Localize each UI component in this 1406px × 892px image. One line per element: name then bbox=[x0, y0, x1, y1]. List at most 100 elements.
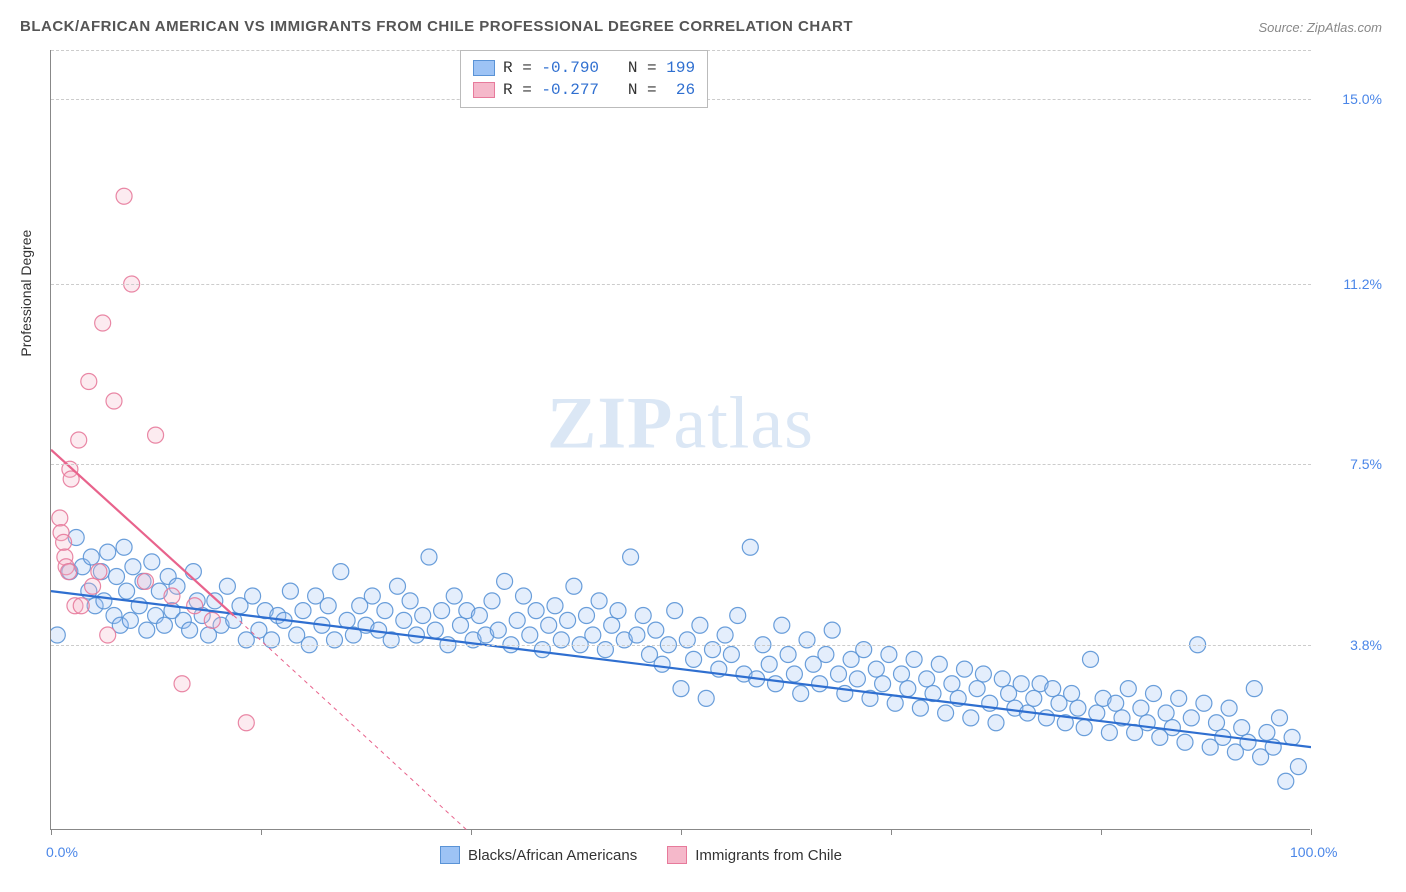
data-point bbox=[1083, 651, 1099, 667]
data-point bbox=[174, 676, 190, 692]
data-point bbox=[204, 612, 220, 628]
data-point bbox=[95, 315, 111, 331]
data-point bbox=[1259, 725, 1275, 741]
data-point bbox=[723, 647, 739, 663]
data-point bbox=[116, 188, 132, 204]
data-point bbox=[944, 676, 960, 692]
data-point bbox=[541, 617, 557, 633]
data-point bbox=[585, 627, 601, 643]
data-point bbox=[85, 578, 101, 594]
legend-series-item: Blacks/African Americans bbox=[440, 846, 637, 864]
data-point bbox=[144, 554, 160, 570]
data-point bbox=[887, 695, 903, 711]
data-point bbox=[988, 715, 1004, 731]
data-point bbox=[1234, 720, 1250, 736]
data-point bbox=[484, 593, 500, 609]
data-point bbox=[1177, 734, 1193, 750]
data-point bbox=[692, 617, 708, 633]
data-point bbox=[566, 578, 582, 594]
data-point bbox=[648, 622, 664, 638]
data-point bbox=[415, 608, 431, 624]
legend-correlation-row: R = -0.277 N = 26 bbox=[473, 79, 695, 101]
data-point bbox=[768, 676, 784, 692]
data-point bbox=[320, 598, 336, 614]
data-point bbox=[164, 588, 180, 604]
data-point bbox=[1120, 681, 1136, 697]
data-point bbox=[686, 651, 702, 667]
data-point bbox=[730, 608, 746, 624]
data-point bbox=[1272, 710, 1288, 726]
data-point bbox=[849, 671, 865, 687]
data-point bbox=[148, 427, 164, 443]
data-point bbox=[396, 612, 412, 628]
y-axis-title: Professional Degree bbox=[18, 230, 34, 357]
data-point bbox=[1240, 734, 1256, 750]
data-point bbox=[1221, 700, 1237, 716]
data-point bbox=[56, 534, 72, 550]
data-point bbox=[591, 593, 607, 609]
legend-correlation-text: R = -0.790 N = 199 bbox=[503, 57, 695, 79]
data-point bbox=[509, 612, 525, 628]
scatter-svg bbox=[51, 50, 1311, 830]
data-point bbox=[957, 661, 973, 677]
data-point bbox=[1101, 725, 1117, 741]
data-point bbox=[96, 593, 112, 609]
data-point bbox=[73, 598, 89, 614]
data-point bbox=[969, 681, 985, 697]
data-point bbox=[698, 690, 714, 706]
data-point bbox=[1246, 681, 1262, 697]
data-point bbox=[61, 564, 77, 580]
data-point bbox=[516, 588, 532, 604]
data-point bbox=[547, 598, 563, 614]
data-point bbox=[1133, 700, 1149, 716]
legend-swatch bbox=[473, 82, 495, 98]
data-point bbox=[900, 681, 916, 697]
data-point bbox=[635, 608, 651, 624]
data-point bbox=[490, 622, 506, 638]
x-tick bbox=[51, 829, 52, 835]
data-point bbox=[1290, 759, 1306, 775]
x-tick bbox=[471, 829, 472, 835]
data-point bbox=[1108, 695, 1124, 711]
data-point bbox=[786, 666, 802, 682]
data-point bbox=[963, 710, 979, 726]
data-point bbox=[377, 603, 393, 619]
data-point bbox=[931, 656, 947, 672]
legend-series-item: Immigrants from Chile bbox=[667, 846, 842, 864]
legend-swatch bbox=[473, 60, 495, 76]
x-axis-max-label: 100.0% bbox=[1290, 844, 1337, 860]
data-point bbox=[182, 622, 198, 638]
data-point bbox=[793, 686, 809, 702]
data-point bbox=[125, 559, 141, 575]
data-point bbox=[894, 666, 910, 682]
data-point bbox=[402, 593, 418, 609]
data-point bbox=[91, 564, 107, 580]
data-point bbox=[138, 573, 154, 589]
x-tick bbox=[891, 829, 892, 835]
y-tick-label: 3.8% bbox=[1322, 637, 1382, 653]
data-point bbox=[1026, 690, 1042, 706]
data-point bbox=[52, 510, 68, 526]
y-tick-label: 7.5% bbox=[1322, 456, 1382, 472]
data-point bbox=[673, 681, 689, 697]
data-point bbox=[1064, 686, 1080, 702]
data-point bbox=[1038, 710, 1054, 726]
data-point bbox=[245, 588, 261, 604]
legend-series-label: Immigrants from Chile bbox=[695, 847, 842, 864]
data-point bbox=[295, 603, 311, 619]
data-point bbox=[282, 583, 298, 599]
data-point bbox=[667, 603, 683, 619]
data-point bbox=[71, 432, 87, 448]
x-tick bbox=[681, 829, 682, 835]
data-point bbox=[434, 603, 450, 619]
data-point bbox=[156, 617, 172, 633]
data-point bbox=[742, 539, 758, 555]
series-legend: Blacks/African Americans Immigrants from … bbox=[440, 846, 842, 864]
data-point bbox=[761, 656, 777, 672]
data-point bbox=[100, 544, 116, 560]
plot-area: ZIPatlas 3.8%7.5%11.2%15.0% bbox=[50, 50, 1310, 830]
data-point bbox=[1158, 705, 1174, 721]
legend-correlation-row: R = -0.790 N = 199 bbox=[473, 57, 695, 79]
gridline bbox=[51, 464, 1311, 465]
x-tick bbox=[1101, 829, 1102, 835]
